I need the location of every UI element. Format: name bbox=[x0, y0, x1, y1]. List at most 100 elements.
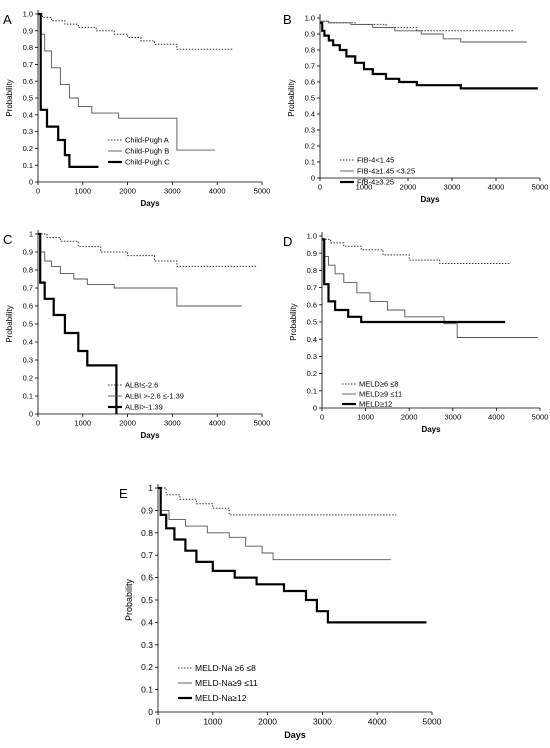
x-tick-label: 0 bbox=[318, 183, 322, 192]
x-tick-label: 2000 bbox=[401, 413, 418, 422]
y-tick-label: 0.2 bbox=[141, 662, 153, 672]
y-tick-label: 0.6 bbox=[23, 302, 33, 311]
y-tick-label: 0.8 bbox=[141, 528, 153, 538]
y-tick-label: 0.3 bbox=[23, 127, 33, 136]
y-tick-label: 0.1 bbox=[23, 392, 33, 401]
legend-label: FIB-4≥3.25 bbox=[357, 178, 394, 187]
panel-b: B 0 0.1 0.2 0.3 0.4 0.5 0.6 0.7 0.8 0.9 1.0 0 1000 200… bbox=[283, 12, 548, 204]
x-tick-label: 1000 bbox=[203, 717, 222, 727]
series-line-bold bbox=[38, 232, 118, 414]
x-axis-title: Days bbox=[421, 425, 441, 434]
x-tick-label: 4000 bbox=[209, 419, 226, 428]
y-tick-label: 1.0 bbox=[23, 10, 33, 19]
y-tick-label: 1 bbox=[29, 230, 33, 239]
y-tick-label: 0.5 bbox=[23, 320, 33, 329]
legend-label: MELD-Na≥12 bbox=[195, 693, 247, 703]
y-tick-label: 0.1 bbox=[23, 161, 33, 170]
legend: ALBI≤-2.6 ALBI >-2.6 ≤-1.39 ALBI>-1.39 bbox=[108, 381, 184, 412]
x-axis-title: Days bbox=[140, 199, 160, 208]
y-axis-title: Probability bbox=[124, 578, 134, 621]
x-tick-label: 0 bbox=[36, 419, 40, 428]
y-tick-label: 0.3 bbox=[141, 640, 153, 650]
y-tick-label: 0 bbox=[313, 404, 317, 413]
y-tick-label: 0.6 bbox=[307, 300, 317, 309]
panel-label: D bbox=[283, 234, 292, 249]
y-tick-label: 0.9 bbox=[23, 26, 33, 35]
y-tick-label: 1.0 bbox=[305, 14, 315, 23]
panel-d: D 0 0.1 0.2 0.3 0.4 0.5 0.6 0.7 0.8 0.9 1.0 0 1000 200… bbox=[283, 232, 548, 434]
y-tick-label: 0.5 bbox=[141, 595, 153, 605]
y-tick-label: 0.7 bbox=[23, 60, 33, 69]
legend-label: FIB-4<1.45 bbox=[357, 156, 394, 165]
x-tick-label: 3000 bbox=[444, 413, 461, 422]
x-tick-label: 0 bbox=[156, 717, 161, 727]
x-tick-label: 5000 bbox=[532, 183, 549, 192]
legend-label: ALBI≤-2.6 bbox=[125, 381, 158, 390]
legend: MELD-Na ≥6 ≤8 MELD-Na≥9 ≤11 MELD-Na≥12 bbox=[178, 663, 258, 703]
series-line-thin bbox=[322, 238, 538, 338]
x-tick-label: 0 bbox=[320, 413, 324, 422]
legend-label: ALBI >-2.6 ≤-1.39 bbox=[125, 392, 184, 401]
x-tick-label: 1000 bbox=[74, 419, 91, 428]
y-axis-title: Probability bbox=[289, 303, 298, 340]
series-line-dotted bbox=[38, 233, 258, 267]
y-axis-title: Probability bbox=[287, 79, 296, 116]
y-tick-label: 0.9 bbox=[23, 248, 33, 257]
x-tick-label: 4000 bbox=[368, 717, 387, 727]
panel-label: E bbox=[119, 486, 128, 501]
panel-label: B bbox=[283, 12, 292, 27]
y-tick-label: 0.4 bbox=[305, 110, 315, 119]
y-tick-label: 0 bbox=[29, 178, 33, 187]
y-tick-label: 1 bbox=[148, 483, 153, 493]
series-line-bold bbox=[38, 12, 99, 168]
y-tick-label: 0 bbox=[148, 707, 153, 717]
x-tick-label: 0 bbox=[36, 187, 40, 196]
x-tick-label: 2000 bbox=[119, 419, 136, 428]
x-tick-label: 5000 bbox=[423, 717, 442, 727]
y-axis-title: Probability bbox=[5, 79, 14, 116]
legend-label: ALBI>-1.39 bbox=[125, 403, 163, 412]
legend-label: MELD-Na≥9 ≤11 bbox=[195, 678, 258, 688]
x-tick-label: 3000 bbox=[164, 187, 181, 196]
series-line-bold bbox=[322, 238, 506, 324]
x-tick-label: 1000 bbox=[357, 413, 374, 422]
y-tick-label: 0.7 bbox=[307, 283, 317, 292]
y-tick-label: 0.9 bbox=[305, 30, 315, 39]
x-tick-label: 4000 bbox=[488, 183, 505, 192]
y-axis-title: Probability bbox=[5, 305, 14, 342]
legend-label: Child-Pugh B bbox=[125, 147, 169, 156]
y-tick-label: 0.1 bbox=[307, 386, 317, 395]
y-tick-label: 0.7 bbox=[305, 62, 315, 71]
y-tick-label: 0.7 bbox=[141, 550, 153, 560]
y-tick-label: 0.4 bbox=[141, 617, 153, 627]
x-tick-label: 2000 bbox=[400, 183, 417, 192]
series-line-bold bbox=[320, 21, 538, 90]
series-line-bold bbox=[158, 486, 427, 624]
x-axis-title: Days bbox=[284, 730, 306, 740]
y-tick-label: 0.6 bbox=[23, 77, 33, 86]
y-tick-label: 0.1 bbox=[305, 158, 315, 167]
panel-a: A 0 0.1 0.2 0.3 0.4 0.5 0.6 0.7 0.8 0.9 1.0 0 1000 200… bbox=[3, 10, 270, 208]
y-tick-label: 0.6 bbox=[141, 573, 153, 583]
y-tick-label: 0.2 bbox=[23, 374, 33, 383]
y-tick-label: 0.4 bbox=[23, 110, 33, 119]
y-tick-label: 0.4 bbox=[23, 338, 33, 347]
legend-label: Child-Pugh A bbox=[125, 136, 169, 145]
y-tick-label: 0.6 bbox=[305, 78, 315, 87]
y-tick-label: 0.9 bbox=[307, 249, 317, 258]
y-tick-label: 0.3 bbox=[23, 356, 33, 365]
y-tick-label: 1.0 bbox=[307, 232, 317, 241]
y-tick-label: 0.9 bbox=[141, 505, 153, 515]
y-tick-label: 0.8 bbox=[307, 266, 317, 275]
x-tick-label: 1000 bbox=[356, 183, 373, 192]
y-tick-label: 0.5 bbox=[305, 94, 315, 103]
legend-label: MELD≥12 bbox=[359, 400, 392, 409]
legend: Child-Pugh A Child-Pugh B Child-Pugh C bbox=[108, 136, 170, 167]
legend-label: MELD≥6 ≤8 bbox=[359, 380, 399, 389]
series-line-thin bbox=[38, 233, 242, 307]
x-tick-label: 2000 bbox=[119, 187, 136, 196]
panel-label: A bbox=[3, 12, 12, 27]
series-line-thin bbox=[158, 487, 391, 561]
y-tick-label: 0.5 bbox=[307, 318, 317, 327]
